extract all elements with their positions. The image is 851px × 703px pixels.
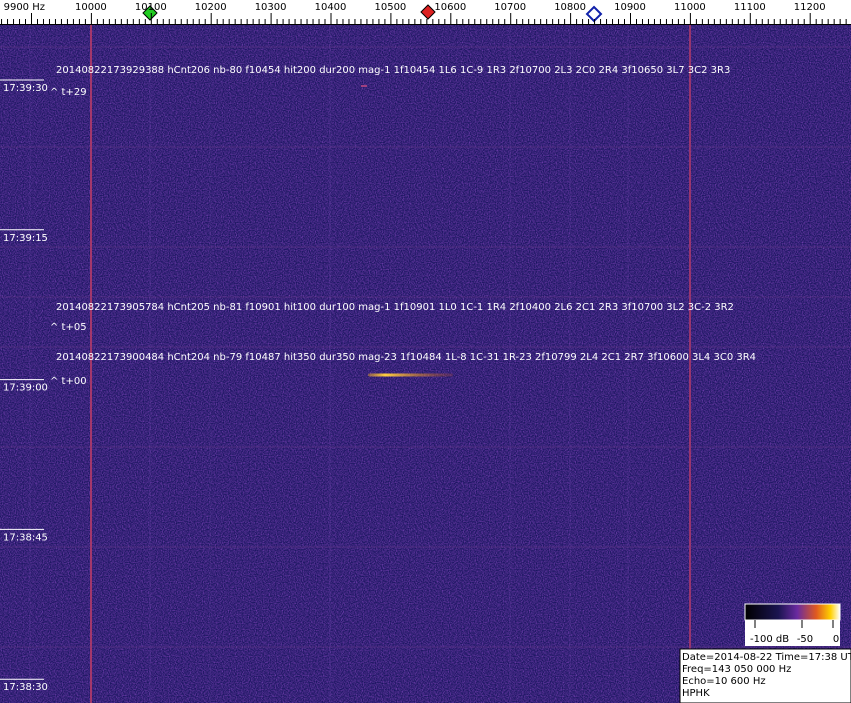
detection-text: 20140822173929388 hCnt206 nb-80 f10454 h… (56, 65, 730, 76)
time-offset: ^ t+29 (50, 87, 87, 98)
detection-text: 20140822173905784 hCnt205 nb-81 f10901 h… (56, 302, 734, 313)
time-offset: ^ t+00 (50, 376, 87, 387)
detection-text: 20140822173900484 hCnt204 nb-79 f10487 h… (56, 352, 756, 363)
time-label: 17:39:15 (3, 233, 48, 244)
time-label: 17:39:00 (3, 383, 48, 394)
tick-label: 10700 (494, 2, 526, 13)
meteor-echo (368, 373, 453, 377)
tick-label: 10500 (374, 2, 406, 13)
info-line: Date=2014-08-22 Time=17:38 UTC (682, 652, 851, 663)
echo-blip (361, 85, 367, 87)
tick-label: 10000 (75, 2, 107, 13)
info-line: HPHK (682, 688, 710, 699)
tick-label: 9900 Hz (4, 2, 45, 13)
marker (420, 4, 436, 20)
time-label: 17:38:45 (3, 532, 48, 543)
tick-label: 11200 (794, 2, 826, 13)
marker (585, 5, 603, 23)
info-line: Freq=143 050 000 Hz (682, 664, 791, 675)
colorbar-label: -100 dB (750, 634, 789, 645)
time-label: 17:38:30 (3, 682, 48, 693)
marker (142, 5, 158, 21)
tick-label: 10600 (434, 2, 466, 13)
info-box (679, 648, 851, 703)
colorbar-label: 0 (833, 634, 839, 645)
time-label: 17:39:30 (3, 83, 48, 94)
colorbar-label: -50 (797, 634, 813, 645)
colorbar (744, 603, 841, 621)
tick-label: 10300 (255, 2, 287, 13)
tick-label: 10100 (135, 2, 167, 13)
tick-label: 11100 (734, 2, 766, 13)
info-line: Echo=10 600 Hz (682, 676, 766, 687)
noise (0, 25, 851, 703)
tick-label: 10800 (554, 2, 586, 13)
time-offset: ^ t+05 (50, 322, 87, 333)
colorbar-scale (745, 620, 840, 646)
tick-label: 10900 (614, 2, 646, 13)
tick-label: 10400 (315, 2, 347, 13)
tick-label: 10200 (195, 2, 227, 13)
tick-label: 11000 (674, 2, 706, 13)
